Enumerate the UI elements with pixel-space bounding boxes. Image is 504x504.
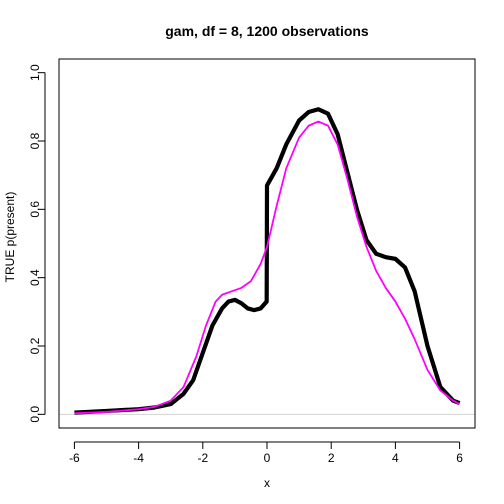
chart-title: gam, df = 8, 1200 observations <box>165 23 369 39</box>
x-tick-label: 4 <box>392 451 399 465</box>
y-axis-label: TRUE p(present) <box>3 192 17 283</box>
y-tick-label: 0.6 <box>28 201 42 218</box>
y-tick-label: 0.2 <box>28 337 42 354</box>
series-line-2 <box>74 120 461 415</box>
series-line-1 <box>74 107 461 415</box>
x-tick-label: -6 <box>69 451 80 465</box>
y-tick-label: 0.8 <box>28 132 42 149</box>
x-tick-label: 0 <box>264 451 271 465</box>
series-layer <box>74 107 461 415</box>
y-tick-label: 1.0 <box>28 64 42 81</box>
plot-frame <box>58 58 476 429</box>
y-tick-label: 0.4 <box>28 269 42 286</box>
y-axis: 0.0 0.2 0.4 0.6 0.8 1.0 <box>28 64 46 423</box>
x-axis-label: x <box>264 476 270 490</box>
y-tick-label: 0.0 <box>28 406 42 423</box>
x-tick-label: -2 <box>197 451 208 465</box>
x-tick-label: -4 <box>133 451 144 465</box>
x-axis: -6 -4 -2 0 2 4 6 <box>69 441 463 465</box>
x-tick-label: 6 <box>456 451 463 465</box>
x-tick-label: 2 <box>328 451 335 465</box>
